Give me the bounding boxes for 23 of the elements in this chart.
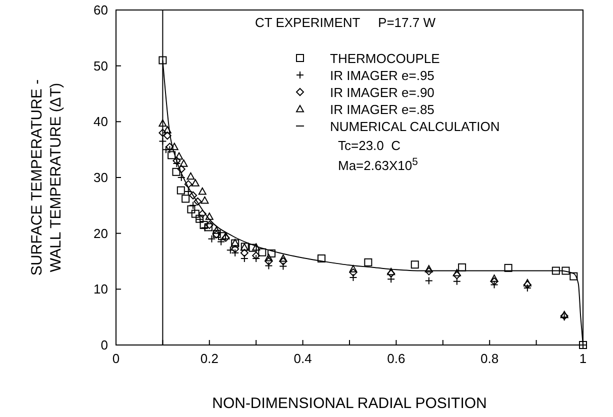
x-tick-label: 0.2 (200, 351, 218, 366)
y-tick-label: 10 (94, 282, 108, 297)
y-tick-label: 30 (94, 170, 108, 185)
y-axis-title: SURFACE TEMPERATURE - WALL TEMPERATURE (ΔT) (28, 79, 64, 276)
y-tick-label: 0 (100, 338, 108, 352)
x-tick-label: 0.6 (387, 351, 406, 366)
y-tick-label: 50 (94, 58, 108, 74)
legend-label: IR IMAGER e=.95 (330, 68, 434, 83)
legend-label: NUMERICAL CALCULATION (330, 119, 500, 134)
legend-label: IR IMAGER e=.90 (330, 85, 434, 100)
annotation: Ma=2.63X10$^{5}$ (338, 156, 418, 173)
y-tick-label: 60 (94, 2, 108, 18)
y-tick-label: 20 (94, 226, 108, 241)
x-tick-label: 0.8 (480, 351, 499, 366)
annotation: Tc=23.0 C (338, 138, 401, 153)
x-axis-title: NON-DIMENSIONAL RADIAL POSITION (212, 395, 487, 412)
annotation: CT EXPERIMENT P=17.7 W (255, 15, 436, 30)
x-tick-label: 0.4 (294, 351, 312, 366)
y-tick-label: 40 (94, 114, 108, 130)
legend-label: IR IMAGER e=.85 (330, 102, 434, 117)
x-tick-label: 1 (579, 351, 587, 366)
x-tick-label: 0 (112, 351, 120, 366)
legend-label: THERMOCOUPLE (330, 51, 440, 66)
